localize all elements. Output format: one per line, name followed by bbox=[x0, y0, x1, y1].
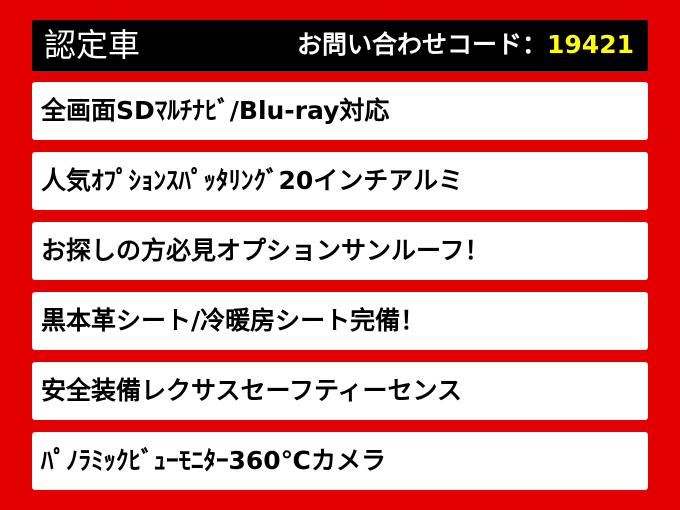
inquiry-label: お問い合わせコード： bbox=[297, 30, 548, 59]
feature-item: 安全装備レクサスセーフティーセンス bbox=[32, 362, 648, 420]
feature-text: 人気ｵﾌﾟｼｮﾝｽﾊﾟｯﾀﾘﾝｸﾞ20インチアルミ bbox=[41, 166, 464, 195]
inquiry-code-number: 19421 bbox=[547, 30, 634, 59]
inquiry-code: お問い合わせコード：19421 bbox=[297, 28, 634, 62]
feature-text: 安全装備レクサスセーフティーセンス bbox=[41, 376, 463, 405]
feature-item: 全画面SDﾏﾙﾁﾅﾋﾞ/Blu-ray対応 bbox=[32, 82, 648, 140]
feature-item: ﾊﾟﾉﾗﾐｯｸﾋﾞｭｰﾓﾆﾀｰ360℃カメラ bbox=[32, 432, 648, 490]
feature-text: 全画面SDﾏﾙﾁﾅﾋﾞ/Blu-ray対応 bbox=[41, 96, 390, 125]
feature-text: ﾊﾟﾉﾗﾐｯｸﾋﾞｭｰﾓﾆﾀｰ360℃カメラ bbox=[41, 446, 386, 475]
feature-item: 黒本革シート/冷暖房シート完備！ bbox=[32, 292, 648, 350]
header-bar: 認定車 お問い合わせコード：19421 bbox=[32, 20, 648, 71]
certified-car-title: 認定車 bbox=[44, 26, 141, 64]
feature-text: 黒本革シート/冷暖房シート完備！ bbox=[41, 306, 426, 335]
feature-item: お探しの方必見オプションサンルーフ！ bbox=[32, 222, 648, 280]
feature-text: お探しの方必見オプションサンルーフ！ bbox=[41, 236, 490, 265]
feature-item: 人気ｵﾌﾟｼｮﾝｽﾊﾟｯﾀﾘﾝｸﾞ20インチアルミ bbox=[32, 152, 648, 210]
